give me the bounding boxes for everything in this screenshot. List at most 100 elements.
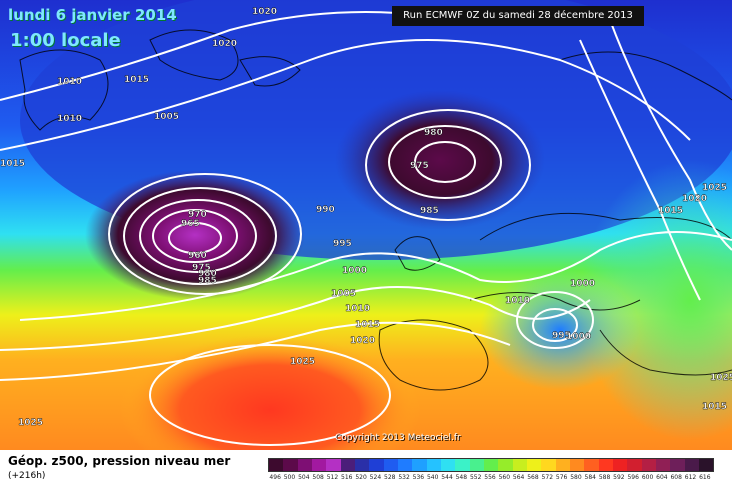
legend-swatch: [440, 459, 456, 471]
isobar-label: 975: [410, 161, 429, 171]
legend-tick: 552: [469, 474, 482, 481]
legend-tick: 548: [455, 474, 468, 481]
legend-tick: 572: [541, 474, 554, 481]
isobar-label: 975: [192, 263, 211, 273]
isobar-labels: 1020 1020 1015 1010 1010 1005 1015 970 9…: [0, 7, 732, 428]
legend-tick: 524: [369, 474, 382, 481]
legend-swatch: [498, 459, 513, 471]
legend-tick: 516: [341, 474, 353, 481]
legend-tick: 500: [283, 474, 296, 481]
isobars: [0, 11, 732, 446]
isobar-label: 970: [188, 210, 207, 220]
legend-swatch: [326, 459, 341, 471]
copyright: Copyright 2013 Meteociel.fr: [335, 433, 461, 443]
legend-swatch: [469, 459, 484, 471]
legend-swatch: [512, 459, 527, 471]
legend-tick: 512: [326, 474, 339, 481]
field-label: Géop. z500, pression niveau mer: [8, 454, 231, 468]
isobar-label: 985: [198, 276, 217, 286]
legend-tick: 520: [355, 474, 367, 481]
isobar-label: 990: [316, 205, 335, 215]
legend-tick: 580: [570, 474, 582, 481]
isobar-label: 1025: [710, 373, 732, 383]
isobar-label: 1005: [154, 112, 179, 122]
isobar-label: 980: [424, 128, 443, 138]
legend-swatch: [584, 459, 599, 471]
legend-swatch: [655, 459, 671, 471]
legend-swatch: [598, 459, 613, 471]
forecast-date: lundi 6 janvier 2014: [8, 6, 177, 24]
legend-tick: 532: [398, 474, 410, 481]
isobar-label: 1000: [566, 332, 591, 342]
legend-swatch: [698, 459, 714, 471]
isobar-label: 980: [198, 269, 217, 279]
legend-swatch: [354, 459, 370, 471]
isobar-label: 1020: [252, 7, 277, 17]
isobar-label: 995: [333, 239, 352, 249]
cutoff-low-field: [480, 270, 640, 390]
coastlines: [19, 29, 732, 391]
legend-swatch: [641, 459, 656, 471]
legend-tick: 596: [627, 474, 639, 481]
legend-tick: 588: [598, 474, 611, 481]
isobar-label: 1010: [57, 77, 82, 87]
low-east-field: [335, 90, 545, 230]
high-sw-field: [120, 335, 420, 450]
legend-swatch: [283, 459, 298, 471]
isobar-label: 1015: [702, 402, 727, 412]
legend-tick: 604: [656, 474, 668, 481]
run-info: Run ECMWF 0Z du samedi 28 décembre 2013: [392, 6, 644, 26]
legend-swatch: [555, 459, 570, 471]
legend-swatch: [541, 459, 556, 471]
legend-swatch: [526, 459, 542, 471]
legend-tick: 584: [584, 474, 596, 481]
legend-tick: 576: [555, 474, 568, 481]
legend-tick: 560: [498, 474, 511, 481]
isobar-label: 1015: [0, 159, 25, 169]
isobar-label: 965: [181, 219, 200, 229]
legend-swatch: [684, 459, 699, 471]
isobar-label: 1015: [124, 75, 149, 85]
isobar-label: 1015: [355, 320, 380, 330]
legend-swatch: [340, 459, 355, 471]
legend-tick: 612: [684, 474, 697, 481]
legend-tick: 544: [441, 474, 453, 481]
isobar-label: 960: [188, 251, 207, 261]
legend-swatch: [383, 459, 398, 471]
isobar-label: 1015: [658, 206, 683, 216]
color-legend: [268, 458, 714, 472]
legend-swatch: [426, 459, 441, 471]
isobar-label: 985: [420, 206, 439, 216]
isobar-label: 1025: [18, 418, 43, 428]
legend-tick: 540: [426, 474, 439, 481]
legend-swatch: [311, 459, 327, 471]
legend-tick: 564: [512, 474, 525, 481]
legend-ticks: 496 500 504 508 512 516 520 524 528 532 536 540 544 5…: [268, 474, 714, 486]
isobar-label: 1020: [350, 336, 375, 346]
legend-tick: 600: [641, 474, 654, 481]
legend-tick: 616: [699, 474, 711, 481]
isobar-label: 1010: [505, 296, 530, 306]
isobar-label: 1000: [570, 279, 595, 289]
isobar-label: 1010: [57, 114, 82, 124]
isobar-label: 1005: [331, 289, 356, 299]
legend-tick: 504: [298, 474, 310, 481]
legend-tick: 536: [412, 474, 425, 481]
forecast-map: 1020 1020 1015 1010 1010 1005 1015 970 9…: [0, 0, 732, 450]
legend-swatch: [297, 459, 312, 471]
legend-swatch: [612, 459, 628, 471]
legend-swatch: [397, 459, 413, 471]
legend-tick: 508: [312, 474, 324, 481]
isobar-label: 1020: [212, 39, 237, 49]
isobar-label: 1025: [290, 357, 315, 367]
isobar-label: 1000: [342, 266, 367, 276]
isobar-label: 1020: [682, 194, 707, 204]
lead-time: (+216h): [8, 471, 46, 481]
legend-swatch: [455, 459, 470, 471]
legend-tick: 556: [484, 474, 496, 481]
isobar-label: 1025: [702, 183, 727, 193]
isobar-label: 1010: [345, 304, 370, 314]
low-west-field: [85, 170, 305, 300]
legend-swatch: [569, 459, 585, 471]
